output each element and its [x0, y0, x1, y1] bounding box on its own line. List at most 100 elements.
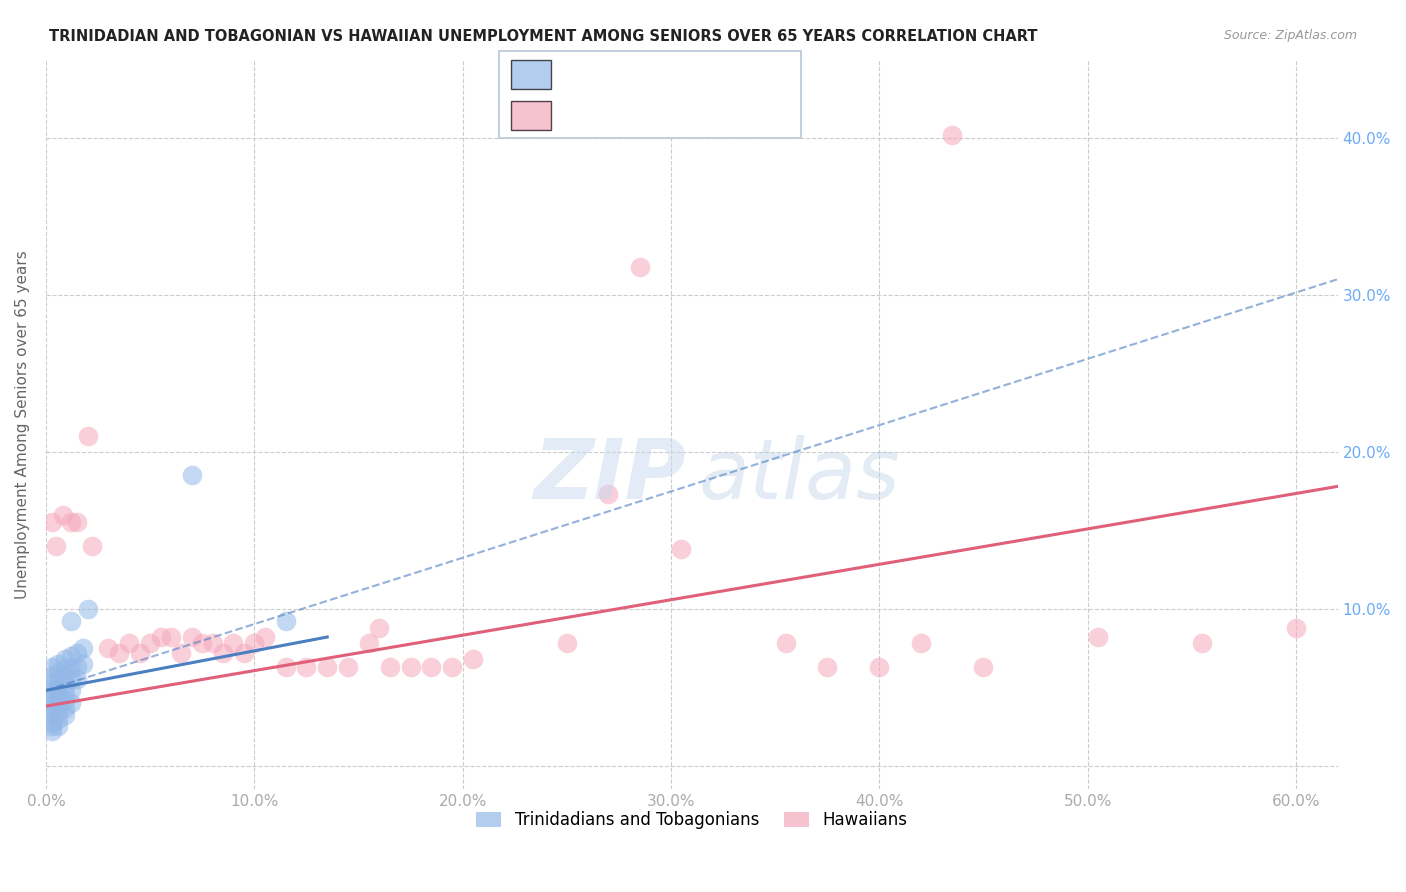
- Point: [53, 708, 76, 723]
- Point: [48, 712, 70, 726]
- Point: [41, 669, 63, 683]
- Point: [441, 660, 464, 674]
- Point: [80, 539, 103, 553]
- Point: [1191, 636, 1213, 650]
- Point: [66, 646, 89, 660]
- Point: [59, 615, 82, 629]
- Point: [48, 699, 70, 714]
- Point: [941, 128, 963, 142]
- Point: [555, 636, 578, 650]
- Point: [53, 652, 76, 666]
- Point: [59, 648, 82, 663]
- Point: [41, 719, 63, 733]
- Text: ZIP: ZIP: [533, 435, 685, 516]
- Point: [41, 688, 63, 702]
- Legend: Trinidadians and Tobagonians, Hawaiians: Trinidadians and Tobagonians, Hawaiians: [470, 805, 914, 836]
- Point: [180, 630, 202, 644]
- Point: [48, 680, 70, 694]
- Point: [149, 630, 172, 644]
- Point: [59, 696, 82, 710]
- FancyBboxPatch shape: [512, 61, 551, 89]
- Point: [41, 704, 63, 718]
- Point: [253, 630, 276, 644]
- Text: N = 46: N = 46: [689, 105, 756, 123]
- Point: [191, 636, 214, 650]
- Point: [420, 660, 443, 674]
- Text: TRINIDADIAN AND TOBAGONIAN VS HAWAIIAN UNEMPLOYMENT AMONG SENIORS OVER 65 YEARS : TRINIDADIAN AND TOBAGONIAN VS HAWAIIAN U…: [49, 29, 1038, 44]
- Point: [72, 657, 94, 671]
- Text: R = 0.365: R = 0.365: [565, 66, 657, 84]
- Point: [59, 516, 82, 530]
- Point: [775, 636, 797, 650]
- Point: [118, 636, 141, 650]
- Point: [628, 260, 651, 274]
- FancyBboxPatch shape: [512, 101, 551, 129]
- Point: [598, 487, 620, 501]
- Point: [972, 660, 994, 674]
- Point: [337, 660, 360, 674]
- Point: [41, 677, 63, 691]
- Point: [45, 539, 67, 553]
- Text: atlas: atlas: [699, 435, 900, 516]
- Point: [378, 660, 401, 674]
- FancyBboxPatch shape: [499, 51, 801, 138]
- Point: [201, 636, 224, 650]
- Point: [1087, 630, 1109, 644]
- Point: [52, 508, 75, 522]
- Point: [53, 700, 76, 714]
- Point: [48, 665, 70, 679]
- Point: [399, 660, 422, 674]
- Point: [97, 640, 120, 655]
- Y-axis label: Unemployment Among Seniors over 65 years: Unemployment Among Seniors over 65 years: [15, 250, 30, 599]
- Point: [48, 719, 70, 733]
- Point: [170, 646, 193, 660]
- Point: [41, 699, 63, 714]
- Point: [815, 660, 838, 674]
- Point: [41, 660, 63, 674]
- Point: [41, 708, 63, 723]
- Point: [41, 683, 63, 698]
- Point: [180, 468, 202, 483]
- Point: [48, 706, 70, 720]
- Text: R = 0.442: R = 0.442: [565, 105, 657, 123]
- Point: [671, 542, 693, 557]
- Point: [41, 516, 63, 530]
- Point: [66, 516, 89, 530]
- Point: [53, 677, 76, 691]
- Point: [66, 660, 89, 674]
- Point: [48, 686, 70, 700]
- Text: N = 44: N = 44: [689, 66, 756, 84]
- Point: [41, 693, 63, 707]
- Point: [59, 661, 82, 675]
- Point: [910, 636, 932, 650]
- Point: [76, 601, 98, 615]
- Point: [368, 621, 391, 635]
- Point: [41, 724, 63, 739]
- Point: [274, 615, 297, 629]
- Point: [53, 669, 76, 683]
- Point: [59, 673, 82, 687]
- Point: [72, 640, 94, 655]
- Point: [212, 646, 235, 660]
- Point: [222, 636, 245, 650]
- Point: [59, 683, 82, 698]
- Point: [53, 693, 76, 707]
- Point: [316, 660, 339, 674]
- Point: [128, 646, 150, 660]
- Text: Source: ZipAtlas.com: Source: ZipAtlas.com: [1223, 29, 1357, 42]
- Point: [357, 636, 380, 650]
- Point: [48, 657, 70, 671]
- Point: [274, 660, 297, 674]
- Point: [48, 693, 70, 707]
- Point: [108, 646, 131, 660]
- Point: [53, 685, 76, 699]
- Point: [243, 636, 266, 650]
- Point: [461, 652, 484, 666]
- Point: [41, 714, 63, 729]
- Point: [295, 660, 318, 674]
- Point: [160, 630, 183, 644]
- Point: [66, 673, 89, 687]
- Point: [232, 646, 254, 660]
- Point: [48, 673, 70, 687]
- Point: [868, 660, 890, 674]
